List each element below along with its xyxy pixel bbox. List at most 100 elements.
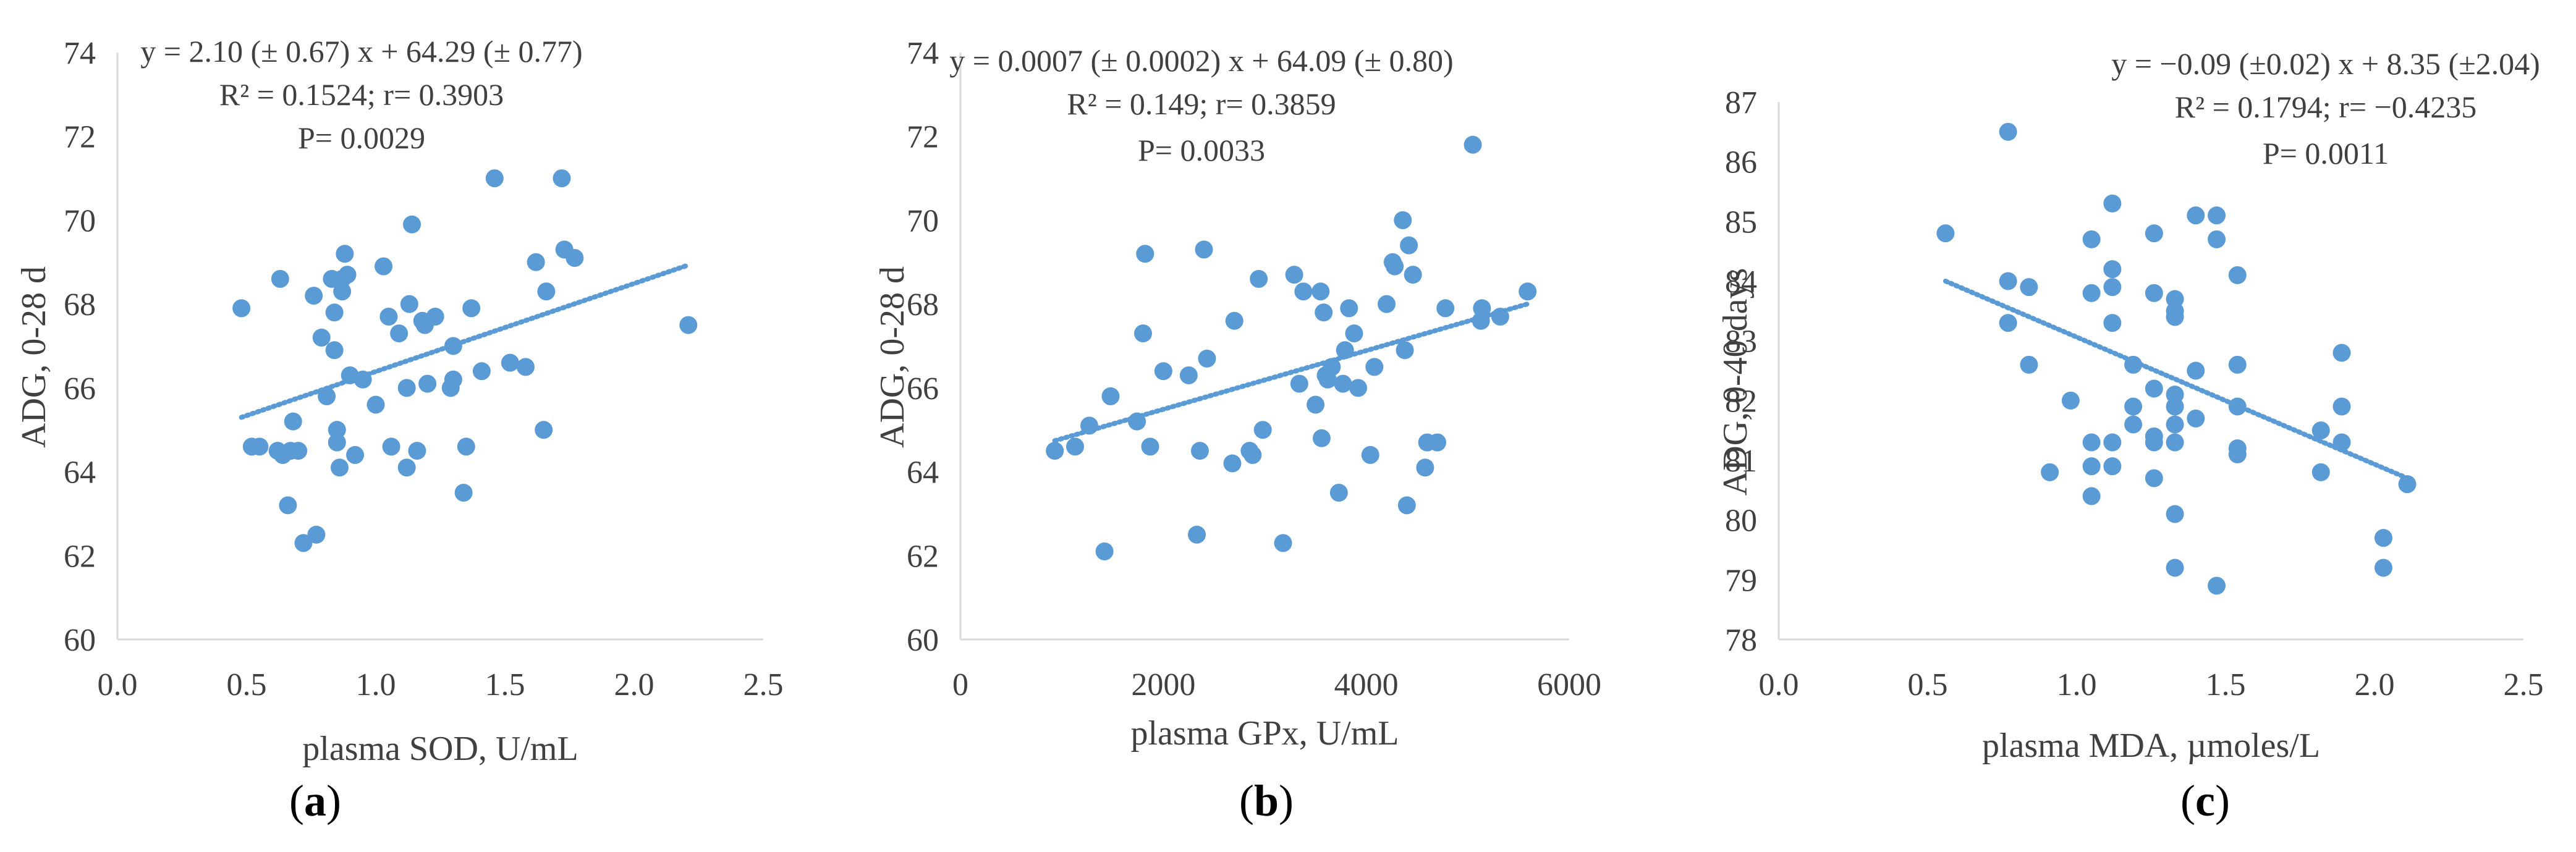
data-point-c <box>2228 445 2247 463</box>
y-tick-label-c: 87 <box>1725 85 1757 120</box>
y-tick-label-b: 60 <box>907 623 939 658</box>
data-point-b <box>1250 269 1268 288</box>
data-point-b <box>1349 379 1368 397</box>
data-point-b <box>1340 299 1358 318</box>
y-tick-label-a: 60 <box>64 623 96 658</box>
x-axis-title-c: plasma MDA, µmoles/L <box>1982 727 2320 765</box>
x-tick-label-c: 2.0 <box>2355 667 2395 702</box>
data-point-a <box>379 308 398 326</box>
regression-annotation-a: y = 2.10 (± 0.67) x + 64.29 (± 0.77) <box>140 34 582 69</box>
data-point-a <box>537 282 556 301</box>
data-point-c <box>2166 433 2184 452</box>
data-point-a <box>454 484 473 502</box>
x-tick-label-a: 2.0 <box>614 667 655 702</box>
data-point-b <box>1312 429 1331 447</box>
x-tick-label-a: 1.0 <box>356 667 396 702</box>
data-point-a <box>250 437 269 456</box>
data-point-b <box>1397 496 1416 515</box>
data-point-c <box>1936 224 1955 243</box>
data-point-b <box>1134 324 1152 343</box>
regression-annotation-b: R² = 0.149; r= 0.3859 <box>1067 86 1336 121</box>
data-point-b <box>1253 421 1272 439</box>
data-point-b <box>1223 454 1242 473</box>
data-point-a <box>271 269 289 288</box>
data-point-b <box>1311 282 1330 301</box>
y-tick-label-c: 85 <box>1725 205 1757 240</box>
y-tick-label-c: 84 <box>1725 264 1757 300</box>
y-tick-label-b: 72 <box>907 120 939 155</box>
x-tick-label-b: 2000 <box>1131 667 1195 702</box>
y-tick-label-a: 62 <box>64 539 96 574</box>
data-point-c <box>2082 230 2101 248</box>
caption-c: (c) <box>2180 776 2230 825</box>
data-point-b <box>1128 412 1146 431</box>
caption-a-letter: a <box>304 776 326 825</box>
data-point-c <box>2124 397 2143 416</box>
data-point-c <box>2374 529 2392 547</box>
x-tick-label-c: 0.0 <box>1759 667 1799 702</box>
data-point-a <box>679 316 698 334</box>
data-point-c <box>2332 344 2351 362</box>
data-point-a <box>566 249 584 267</box>
data-point-c <box>2145 433 2163 452</box>
caption-c-letter: c <box>2195 776 2215 825</box>
data-point-a <box>354 370 372 389</box>
y-tick-label-b: 64 <box>907 455 939 491</box>
x-tick-label-b: 0 <box>952 667 968 702</box>
data-point-a <box>426 308 444 326</box>
y-tick-label-b: 68 <box>907 287 939 323</box>
data-point-c <box>2311 463 2330 481</box>
data-point-b <box>1136 245 1155 263</box>
data-point-a <box>336 245 354 263</box>
x-tick-label-a: 1.5 <box>485 667 525 702</box>
data-point-c <box>2145 469 2163 487</box>
x-tick-label-c: 1.0 <box>2057 667 2097 702</box>
data-point-c <box>2166 559 2184 577</box>
y-tick-label-a: 70 <box>64 203 96 238</box>
y-tick-label-c: 86 <box>1725 145 1757 180</box>
data-point-a <box>284 412 302 431</box>
caption-a: (a) <box>289 776 341 825</box>
data-point-b <box>1396 341 1414 360</box>
data-point-b <box>1428 433 1447 452</box>
data-point-b <box>1225 311 1244 330</box>
data-point-a <box>289 442 308 460</box>
data-point-c <box>2124 355 2143 374</box>
y-tick-label-b: 66 <box>907 371 939 407</box>
chart-c: 0.0 0.5 1.0 1.5 2.0 2.5 78 79 80 81 82 83 84 85 86 87 pl… <box>1717 0 2575 852</box>
data-point-a <box>330 458 349 477</box>
x-tick-label-a: 0.0 <box>98 667 138 702</box>
data-point-c <box>2124 415 2143 434</box>
trendline-b <box>1052 301 1532 444</box>
data-point-c <box>2103 194 2122 213</box>
y-tick-label-b: 74 <box>907 36 939 71</box>
data-point-b <box>1274 534 1292 552</box>
data-point-c <box>2145 224 2163 243</box>
data-point-b <box>1378 295 1396 313</box>
y-axis-title-a: ADG, 0-28 d <box>15 266 53 448</box>
data-point-c <box>2228 397 2247 416</box>
data-point-c <box>2103 278 2122 297</box>
data-point-c <box>2103 457 2122 476</box>
data-point-a <box>305 287 323 305</box>
data-point-c <box>2061 391 2080 410</box>
data-point-c <box>2082 433 2101 452</box>
data-point-b <box>1294 282 1313 301</box>
data-point-b <box>1244 445 1262 464</box>
data-point-c <box>2145 379 2163 398</box>
data-point-b <box>1473 299 1491 318</box>
data-point-b <box>1190 442 1209 460</box>
data-point-c <box>2187 361 2205 380</box>
data-point-c <box>2332 397 2351 416</box>
data-point-b <box>1400 236 1418 255</box>
data-point-c <box>2103 314 2122 332</box>
y-tick-label-b: 62 <box>907 539 939 574</box>
data-point-a <box>444 370 462 389</box>
data-point-c <box>2082 487 2101 505</box>
data-point-b <box>1285 266 1303 284</box>
data-point-b <box>1416 458 1434 477</box>
regression-annotation-c: P= 0.0011 <box>2263 136 2389 171</box>
chart-a: 0.0 0.5 1.0 1.5 2.0 2.5 60 62 64 66 68 70 72 74 plasma… <box>0 0 858 852</box>
data-point-c <box>2020 278 2038 297</box>
data-point-b <box>1329 484 1348 502</box>
